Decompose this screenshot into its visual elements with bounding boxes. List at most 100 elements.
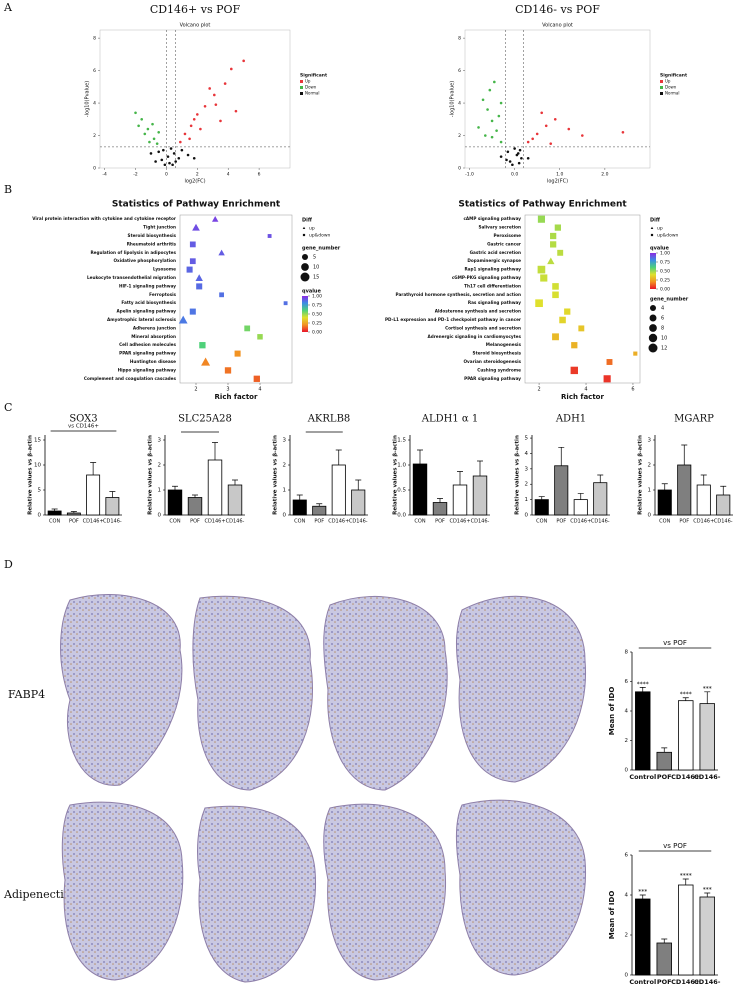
data-point <box>540 274 548 282</box>
category-label: Parathyroid hormone synthesis, secretion… <box>396 292 522 297</box>
data-point <box>484 134 487 137</box>
x-tick-label: CD146- <box>349 519 368 525</box>
category-label: Ferroptosis <box>149 292 176 297</box>
significance-label: **** <box>680 873 692 880</box>
data-point <box>234 350 241 357</box>
data-point <box>633 351 638 356</box>
y-tick-label: 3 <box>158 438 162 444</box>
data-point <box>230 67 233 71</box>
chart-title: SLC25A28 <box>178 414 232 425</box>
legend-label: Down <box>305 85 317 90</box>
data-point <box>537 265 546 274</box>
bar <box>86 474 101 516</box>
chart-title: CD146+ vs POF <box>150 3 241 16</box>
bar <box>699 896 715 976</box>
legend-swatch <box>300 92 303 95</box>
legend-label: 10 <box>661 336 667 342</box>
category-label: Rheumatoid arthritis <box>127 241 177 246</box>
data-point <box>149 152 153 155</box>
x-tick-label: Control <box>629 773 656 781</box>
error-bar <box>597 474 604 483</box>
chart-title: ADH1 <box>555 414 586 425</box>
data-point <box>174 160 177 163</box>
significance-label: **** <box>637 681 649 688</box>
data-point <box>154 160 157 163</box>
y-axis-label: Mean of IDO <box>608 891 616 940</box>
x-tick-label: CD146+ <box>204 519 225 525</box>
chart-title: AKRLB8 <box>307 414 351 425</box>
legend-label: up&down <box>309 233 331 239</box>
category-label: Amyotrophic lateral sclerosis <box>107 317 177 322</box>
error-bar <box>109 491 116 498</box>
color-tick-label: 0.75 <box>312 303 322 309</box>
category-label: Th17 cell differentiation <box>464 283 521 288</box>
data-point <box>497 114 501 118</box>
error-bar <box>682 878 689 885</box>
y-axis-label: Relative values vs β-actin <box>393 435 399 515</box>
category-label: PPAR signaling pathway <box>464 376 521 381</box>
y-tick-label: 1 <box>158 488 162 494</box>
y-tick-label: 8 <box>625 650 629 656</box>
data-point <box>537 215 545 223</box>
category-label: Apelin signaling pathway <box>116 309 176 314</box>
error-bar <box>172 485 178 490</box>
data-point <box>188 137 191 141</box>
y-axis-label: Relative values vs β-actin <box>638 435 644 515</box>
legend-label: 15 <box>313 275 319 281</box>
data-point <box>481 98 485 102</box>
chart-subtitle: Volcano plot <box>180 23 211 29</box>
y-tick-label: 2 <box>158 463 162 469</box>
data-point <box>177 156 181 160</box>
x-tick-label: POF <box>314 519 324 525</box>
tissue-image <box>61 801 184 981</box>
color-tick-label: 0.25 <box>312 321 322 327</box>
color-tick-label: 0.00 <box>312 330 322 336</box>
legend-label: 8 <box>661 326 664 332</box>
y-tick-label: 8 <box>93 36 96 42</box>
x-tick-label: 4 <box>258 387 261 393</box>
category-label: Adherens junction <box>133 325 176 330</box>
legend-swatch <box>660 86 663 89</box>
data-point <box>242 59 245 63</box>
bar <box>227 484 243 516</box>
bar <box>635 898 651 976</box>
data-point <box>171 163 174 167</box>
data-point <box>244 325 251 332</box>
x-tick-label: CON <box>659 519 670 525</box>
data-point <box>488 88 492 92</box>
x-axis-label: Rich factor <box>215 393 258 401</box>
x-tick-label: 1.0 <box>556 172 563 178</box>
error-bar <box>417 449 423 464</box>
data-point <box>163 163 167 167</box>
data-point <box>559 316 566 324</box>
y-axis-label: -log10(Pvalue) <box>85 81 91 117</box>
error-bar <box>477 460 483 476</box>
error-bar <box>232 479 238 485</box>
data-point <box>162 148 165 152</box>
y-tick-label: 6 <box>458 68 461 74</box>
x-tick-label: CD146+ <box>671 978 700 986</box>
x-tick-label: CD146- <box>591 519 610 525</box>
legend-marker <box>649 304 657 312</box>
chart-title: SOX3 <box>69 414 97 425</box>
panel-label: C <box>4 401 12 414</box>
x-tick-label: 2 <box>194 387 197 393</box>
bar <box>677 464 692 516</box>
error-bar <box>720 485 727 495</box>
color-tick-label: 0.50 <box>660 269 670 275</box>
legend-swatch <box>300 80 303 83</box>
data-point <box>550 232 557 240</box>
chart-title: CD146- vs POF <box>515 3 600 16</box>
error-bar <box>700 474 707 485</box>
y-axis-label: Relative values vs β-actin <box>273 435 279 515</box>
panel-label: D <box>4 558 13 571</box>
x-tick-label: POF <box>657 978 672 986</box>
category-label: PD-L1 expression and PD-1 checkpoint pat… <box>385 317 522 322</box>
y-axis-label: Relative values vs β-actin <box>148 435 154 515</box>
x-tick-label: 6 <box>631 387 634 393</box>
data-point <box>570 366 578 375</box>
data-point <box>218 249 225 256</box>
data-point <box>267 234 272 238</box>
y-tick-label: 0 <box>625 973 629 979</box>
